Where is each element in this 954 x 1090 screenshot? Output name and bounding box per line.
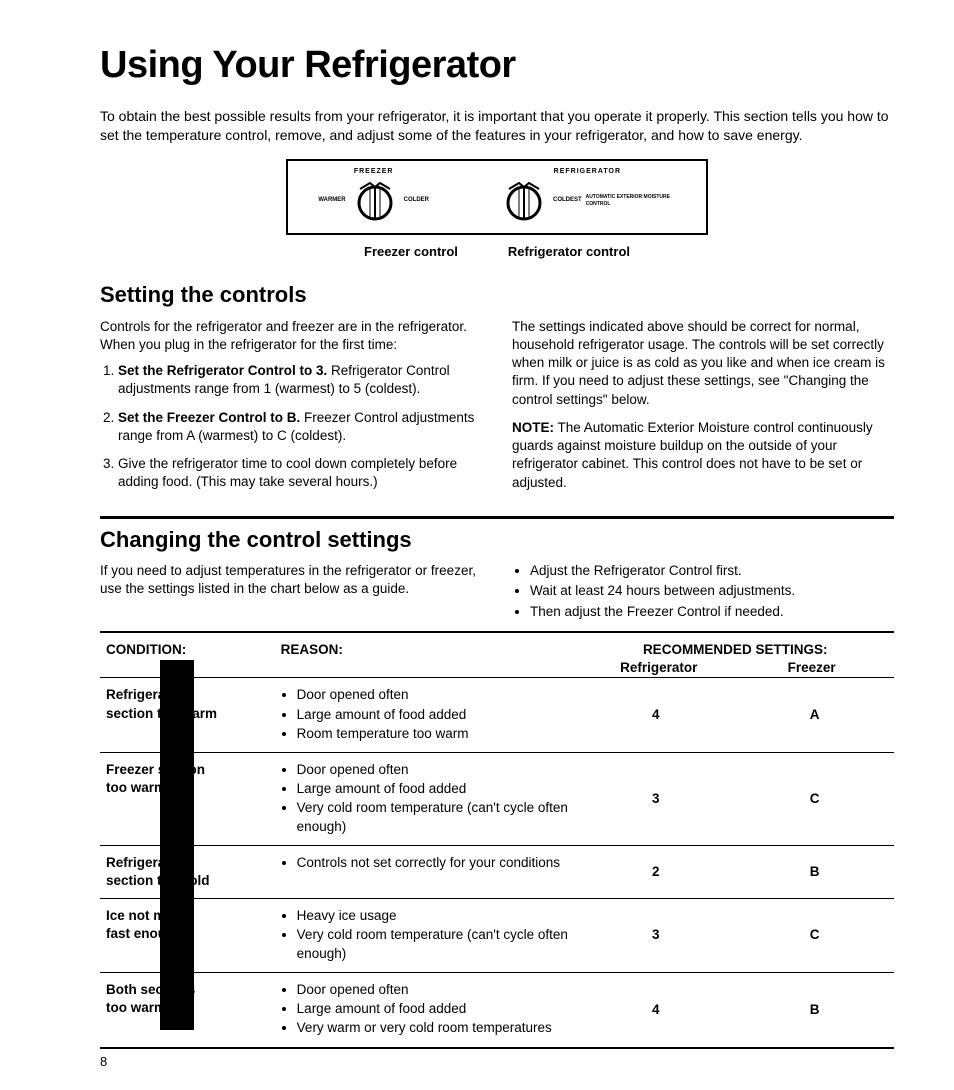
cell-reason: Controls not set correctly for your cond…	[275, 845, 577, 898]
warmer-label: WARMER	[318, 196, 345, 204]
reason-item: Door opened often	[297, 981, 571, 999]
table-row: Ice not madefast enoughHeavy ice usageVe…	[100, 899, 894, 973]
page-title: Using Your Refrigerator	[100, 40, 894, 91]
cell-freezer-setting: B	[735, 972, 894, 1047]
cell-refrigerator-setting: 4	[576, 972, 735, 1047]
colder-label: COLDER	[404, 196, 429, 204]
table-row: Refrigeratorsection too coldControls not…	[100, 845, 894, 898]
settings-table: CONDITION: REASON: RECOMMENDED SETTINGS:…	[100, 631, 894, 1049]
reason-item: Room temperature too warm	[297, 725, 571, 743]
freezer-caption: Freezer control	[364, 243, 458, 261]
changing-intro-left: If you need to adjust temperatures in th…	[100, 562, 482, 623]
th-freezer: Freezer	[735, 659, 888, 677]
note-bold: NOTE:	[512, 420, 554, 435]
step-1: Set the Refrigerator Control to 3. Refri…	[118, 362, 482, 398]
controls-note: NOTE: The Automatic Exterior Moisture co…	[512, 419, 894, 492]
refrigerator-dial-icon	[499, 179, 549, 223]
cell-freezer-setting: B	[735, 845, 894, 898]
cell-freezer-setting: C	[735, 899, 894, 973]
cell-refrigerator-setting: 2	[576, 845, 735, 898]
table-row: Refrigeratorsection too warmDoor opened …	[100, 678, 894, 753]
reason-item: Controls not set correctly for your cond…	[297, 854, 571, 872]
reason-item: Large amount of food added	[297, 1000, 571, 1018]
cell-refrigerator-setting: 3	[576, 899, 735, 973]
refrigerator-caption: Refrigerator control	[508, 243, 630, 261]
tip-2: Wait at least 24 hours between adjustmen…	[530, 582, 894, 600]
freezer-dial-icon	[350, 179, 400, 223]
section-heading-controls: Setting the controls	[100, 280, 894, 310]
step-3: Give the refrigerator time to cool down …	[118, 455, 482, 491]
cell-reason: Heavy ice usageVery cold room temperatur…	[275, 899, 577, 973]
moisture-label: AUTOMATIC EXTERIOR MOISTURE CONTROL	[586, 194, 676, 208]
cell-reason: Door opened oftenLarge amount of food ad…	[275, 972, 577, 1047]
cell-refrigerator-setting: 4	[576, 678, 735, 753]
intro-paragraph: To obtain the best possible results from…	[100, 107, 894, 145]
reason-item: Heavy ice usage	[297, 907, 571, 925]
control-diagram: FREEZER WARMER COLDER REF	[100, 159, 894, 260]
reason-item: Door opened often	[297, 686, 571, 704]
note-rest: The Automatic Exterior Moisture control …	[512, 420, 873, 490]
coldest-label: COLDEST	[553, 196, 582, 204]
th-recommended: RECOMMENDED SETTINGS: Refrigerator Freez…	[576, 632, 894, 678]
cell-freezer-setting: A	[735, 678, 894, 753]
cell-freezer-setting: C	[735, 752, 894, 845]
page-number: 8	[100, 1053, 894, 1071]
th-refrigerator: Refrigerator	[582, 659, 735, 677]
table-row: Freezer sectiontoo warmDoor opened often…	[100, 752, 894, 845]
refrigerator-dial-label: REFRIGERATOR	[499, 167, 676, 176]
freezer-dial-label: FREEZER	[318, 167, 429, 176]
cell-reason: Door opened oftenLarge amount of food ad…	[275, 752, 577, 845]
reason-item: Very cold room temperature (can't cycle …	[297, 799, 571, 835]
reason-item: Very warm or very cold room temperatures	[297, 1019, 571, 1037]
cell-reason: Door opened often Large amount of food ad…	[275, 678, 577, 753]
step-2-bold: Set the Freezer Control to B.	[118, 410, 300, 425]
step-2: Set the Freezer Control to B. Freezer Co…	[118, 409, 482, 445]
controls-right-p1: The settings indicated above should be c…	[512, 318, 894, 409]
reason-item: Large amount of food added	[297, 780, 571, 798]
tip-3: Then adjust the Freezer Control if neede…	[530, 603, 894, 621]
reason-item: Door opened often	[297, 761, 571, 779]
reason-item: Large amount of food added	[297, 706, 571, 724]
controls-intro: Controls for the refrigerator and freeze…	[100, 318, 482, 354]
divider	[100, 516, 894, 519]
table-row: Both sectionstoo warmDoor opened oftenLa…	[100, 972, 894, 1047]
th-reason: REASON:	[275, 632, 577, 678]
side-tab	[160, 660, 194, 1030]
cell-refrigerator-setting: 3	[576, 752, 735, 845]
section-heading-changing: Changing the control settings	[100, 525, 894, 555]
tip-1: Adjust the Refrigerator Control first.	[530, 562, 894, 580]
reason-item: Very cold room temperature (can't cycle …	[297, 926, 571, 962]
step-1-bold: Set the Refrigerator Control to 3.	[118, 363, 327, 378]
